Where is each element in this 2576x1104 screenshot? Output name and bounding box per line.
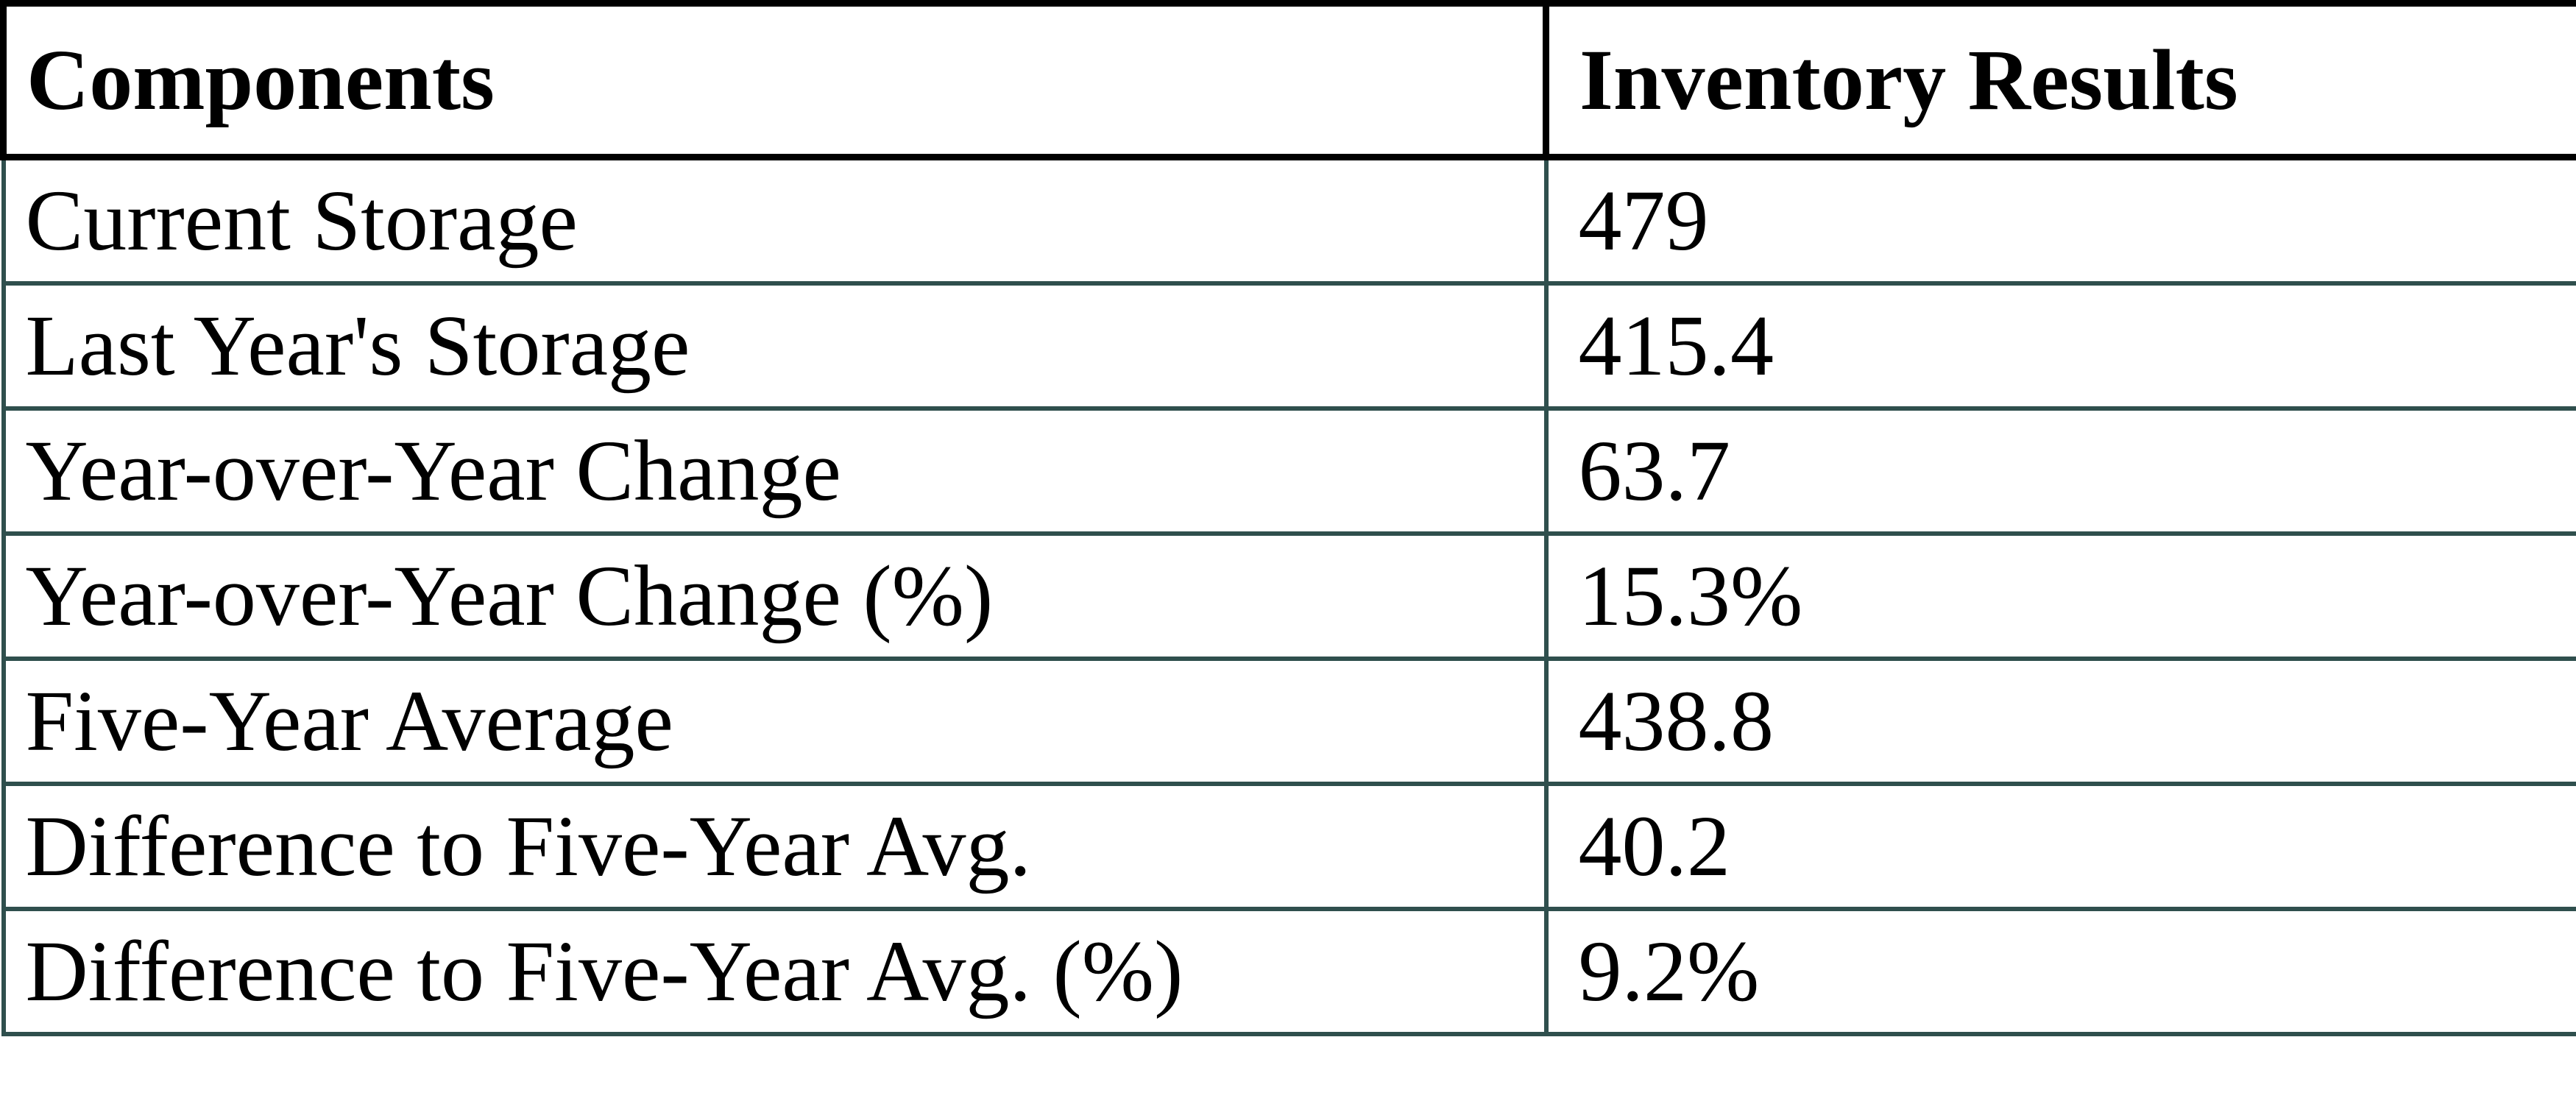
table-row: Last Year's Storage 415.4 bbox=[1, 281, 2576, 411]
column-header-components: Components bbox=[0, 0, 1549, 160]
inventory-value-cell: 40.2 bbox=[1543, 782, 2576, 911]
inventory-value-cell: 415.4 bbox=[1543, 281, 2576, 411]
component-label-cell: Five-Year Average bbox=[1, 657, 1549, 786]
component-label-cell: Difference to Five-Year Avg. (%) bbox=[1, 907, 1549, 1036]
column-header-inventory-results: Inventory Results bbox=[1543, 0, 2576, 160]
component-label-cell: Year-over-Year Change (%) bbox=[1, 531, 1549, 661]
component-label-cell: Current Storage bbox=[1, 155, 1549, 286]
table-body: Current Storage 479 Last Year's Storage … bbox=[1, 155, 2576, 1036]
inventory-value-cell: 63.7 bbox=[1543, 406, 2576, 536]
component-label-cell: Year-over-Year Change bbox=[1, 406, 1549, 536]
table-row: Five-Year Average 438.8 bbox=[1, 657, 2576, 786]
table-row: Difference to Five-Year Avg. 40.2 bbox=[1, 782, 2576, 911]
table-row: Year-over-Year Change (%) 15.3% bbox=[1, 531, 2576, 661]
header-row: Components Inventory Results bbox=[0, 0, 2576, 160]
inventory-results-table: Components Inventory Results Current Sto… bbox=[0, 0, 2576, 1036]
component-label-cell: Difference to Five-Year Avg. bbox=[1, 782, 1549, 911]
table-header: Components Inventory Results bbox=[0, 0, 2576, 160]
inventory-value-cell: 15.3% bbox=[1543, 531, 2576, 661]
table-row: Year-over-Year Change 63.7 bbox=[1, 406, 2576, 536]
component-label-cell: Last Year's Storage bbox=[1, 281, 1549, 411]
inventory-value-cell: 9.2% bbox=[1543, 907, 2576, 1036]
table-row: Difference to Five-Year Avg. (%) 9.2% bbox=[1, 907, 2576, 1036]
inventory-value-cell: 438.8 bbox=[1543, 657, 2576, 786]
inventory-value-cell: 479 bbox=[1543, 155, 2576, 286]
table-row: Current Storage 479 bbox=[1, 155, 2576, 286]
